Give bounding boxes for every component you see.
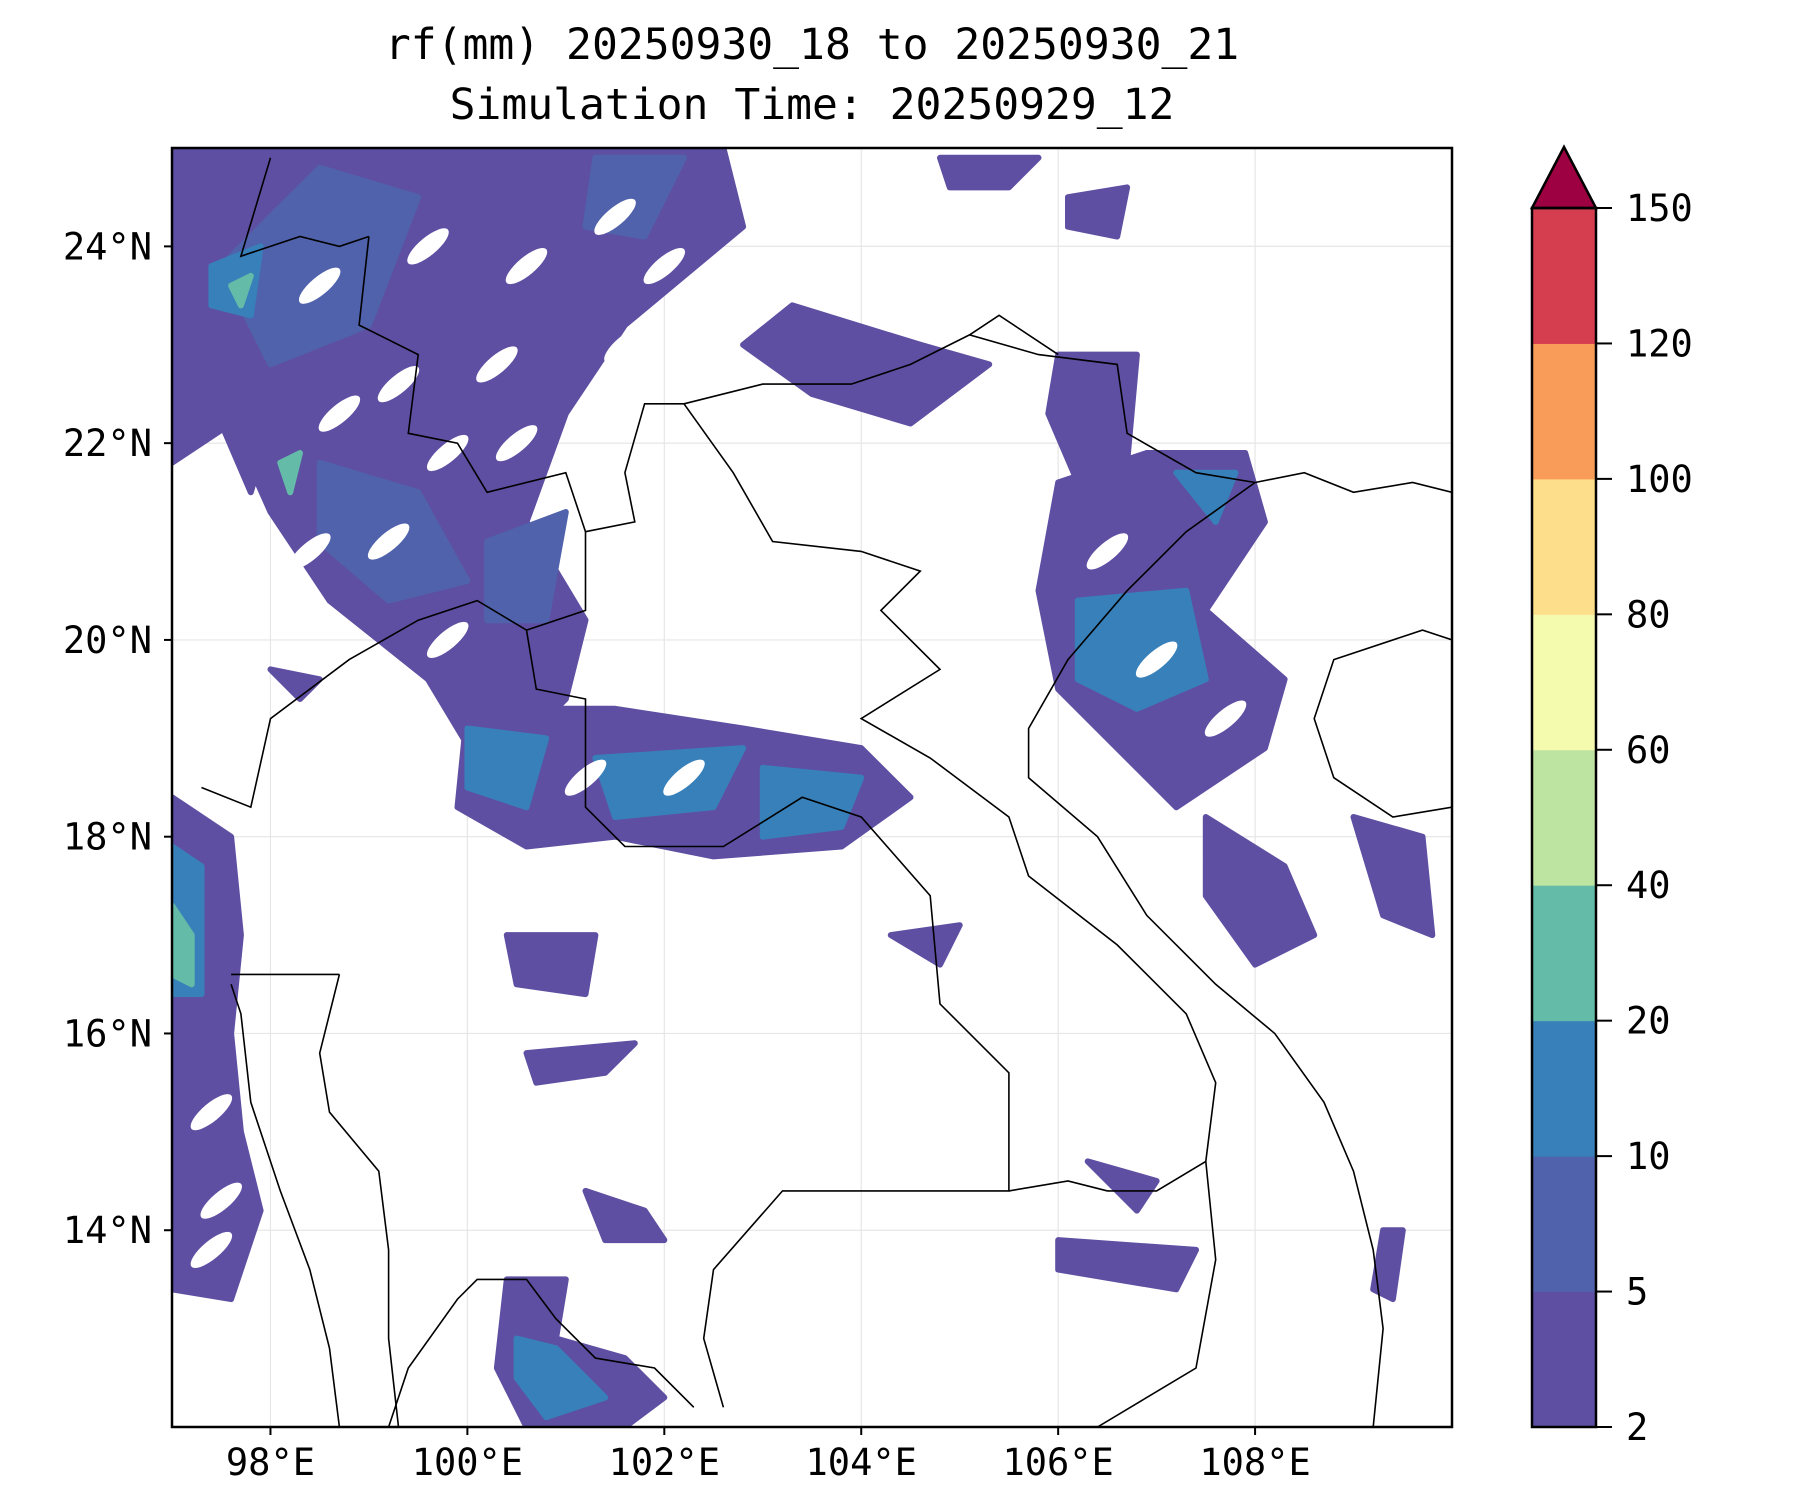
border-line (318, 974, 400, 1427)
colorbar-tick-label: 80 (1626, 593, 1671, 636)
colorbar-tick-label: 20 (1626, 1000, 1671, 1043)
rain-contour (484, 509, 569, 624)
rain-gap (426, 621, 469, 659)
rain-contour (277, 450, 303, 496)
rain-gap (407, 228, 449, 265)
rain-gap (377, 366, 420, 403)
border-line (1313, 629, 1452, 818)
rain-gap (190, 1231, 233, 1268)
rain-contour (1084, 1158, 1160, 1214)
x-tick-label: 108°E (1199, 1441, 1310, 1484)
colorbar-tick-label: 120 (1626, 322, 1693, 365)
rain-gap (476, 346, 518, 383)
rain-contour (523, 1040, 638, 1086)
rain-contour (740, 302, 993, 427)
border-line (969, 314, 1059, 356)
rain-contour (1173, 469, 1239, 525)
rain-contour (937, 154, 1042, 191)
rain-contour (1074, 587, 1209, 712)
x-tick-label: 104°E (806, 1441, 917, 1484)
colorbar-band (1532, 1156, 1596, 1293)
border-line (387, 1278, 695, 1427)
rain-gap (604, 326, 646, 363)
colorbar-band (1532, 885, 1596, 1022)
x-tick-label: 98°E (226, 1441, 315, 1484)
rain-contour (759, 764, 865, 840)
rain-contour (464, 725, 550, 811)
rain-gap (1086, 533, 1129, 570)
chart-subtitle: Simulation Time: 20250929_12 (449, 80, 1175, 130)
colorbar-tick-label: 2 (1626, 1406, 1648, 1449)
rain-contour (503, 932, 599, 998)
colorbar-band (1532, 749, 1596, 886)
rain-gap (643, 247, 686, 285)
border-line (683, 334, 1256, 484)
colorbar-band (1532, 1020, 1596, 1157)
y-tick-label: 22°N (63, 422, 152, 465)
rain-contour (172, 902, 195, 988)
rain-gap (190, 1094, 233, 1131)
colorbar-tick-label: 60 (1626, 729, 1671, 772)
colorbar-frame (1530, 206, 1598, 1429)
rain-contour (218, 164, 422, 368)
rain-contour (1065, 184, 1131, 240)
rain-contour (1055, 1237, 1199, 1293)
y-tick-label: 16°N (63, 1012, 152, 1055)
rain-contour (1370, 1227, 1406, 1303)
colorbar-tick-label: 10 (1626, 1135, 1671, 1178)
border-line (1008, 1160, 1207, 1192)
y-tick-label: 18°N (63, 816, 152, 859)
rain-contour (582, 1187, 668, 1244)
rain-contour (1350, 814, 1436, 939)
rain-gap (495, 425, 538, 462)
border-line (1254, 471, 1452, 494)
border-line (526, 402, 684, 631)
colorbar-band (1532, 478, 1596, 615)
colorbar-tick-label: 150 (1626, 187, 1693, 230)
rain-contour (267, 666, 323, 702)
rain-gap (200, 1182, 242, 1219)
y-tick-label: 14°N (63, 1209, 152, 1252)
rain-gap (663, 759, 705, 796)
colorbar-tick-label: 40 (1626, 864, 1671, 907)
rain-contour (1045, 351, 1140, 486)
colorbar-tick-label: 5 (1626, 1271, 1648, 1314)
rain-gap (505, 247, 548, 285)
colorbar-band (1532, 614, 1596, 751)
map-frame (170, 146, 1454, 1429)
rain-gap (1135, 641, 1178, 678)
border-line (358, 236, 587, 532)
rain-gap (318, 395, 361, 432)
x-tick-label: 106°E (1002, 1441, 1113, 1484)
rain-gap (289, 533, 331, 570)
rain-gap (367, 523, 410, 560)
rain-gap (594, 198, 636, 235)
colorbar-band (1532, 208, 1596, 344)
rain-gap (298, 267, 341, 304)
rain-gap (1204, 700, 1247, 737)
border-line (201, 599, 1010, 1408)
y-tick-label: 20°N (63, 619, 152, 662)
rain-contour (228, 272, 254, 309)
rain-contour (218, 420, 274, 496)
rain-contour (513, 1335, 609, 1421)
border-line (1027, 481, 1384, 1427)
colorbar: 2 5 10 20 40 60 80 100 120 150 (1529, 144, 1693, 1449)
colorbar-band (1532, 343, 1596, 480)
y-tick-label: 24°N (63, 225, 152, 268)
border-line (230, 984, 341, 1427)
border-line (683, 403, 1217, 1427)
rain-contour (887, 922, 963, 968)
border-line (239, 157, 370, 258)
chart-title: rf(mm) 20250930_18 to 20250930_21 (384, 20, 1240, 70)
x-tick-label: 102°E (609, 1441, 720, 1484)
colorbar-extend-arrow (1529, 144, 1599, 210)
colorbar-band (1532, 1291, 1596, 1428)
rain-contour (1202, 814, 1318, 968)
colorbar-tick-label: 100 (1626, 458, 1693, 501)
x-tick-label: 100°E (412, 1441, 523, 1484)
